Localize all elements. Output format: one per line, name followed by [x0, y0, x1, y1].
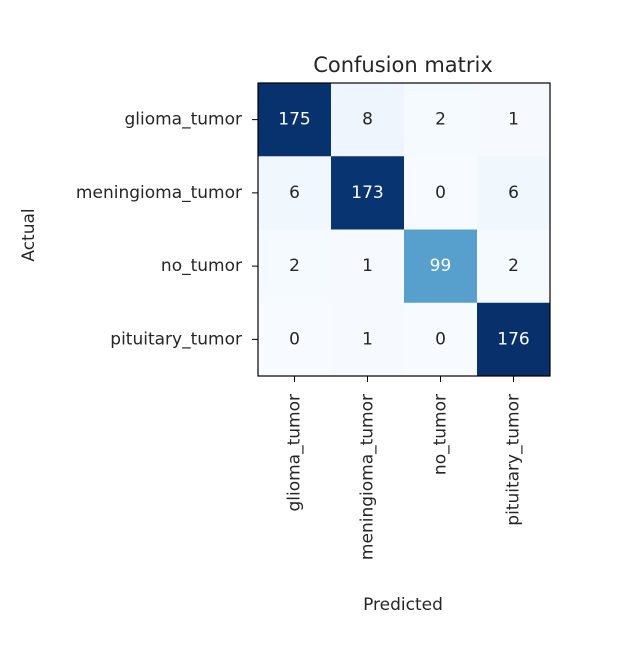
cell-value-label: 175	[278, 110, 310, 130]
y-tick-label: meningioma_tumor	[76, 183, 242, 203]
heatmap-cell	[477, 229, 551, 304]
x-axis-ticks: glioma_tumor meningioma_tumor no_tumor pitu…	[285, 376, 524, 560]
heatmap-cell	[258, 229, 332, 304]
cell-value-label: 176	[497, 329, 529, 349]
y-tick-label: pituitary_tumor	[110, 329, 242, 349]
x-tick-label: pituitary_tumor	[504, 394, 524, 526]
cell-value-label: 2	[435, 110, 446, 130]
heatmap-cell	[477, 302, 551, 377]
y-tick-label: glioma_tumor	[124, 110, 242, 130]
heatmap-cell	[331, 302, 405, 377]
heatmap-cell	[331, 156, 405, 230]
heatmap-cell	[258, 156, 332, 230]
cell-value-label: 2	[289, 256, 300, 276]
cell-value-label: 0	[435, 329, 446, 349]
x-axis-label: Predicted	[363, 595, 443, 615]
cell-value-label: 99	[430, 256, 452, 276]
cell-value-label: 173	[351, 183, 383, 203]
heatmap-cell	[404, 156, 478, 230]
heatmap-cell	[258, 83, 332, 157]
cell-value-labels: 175 8 2 1 6 173 0 6 2 1 99 2 0 1 0 176	[278, 110, 529, 350]
x-tick-label: glioma_tumor	[285, 394, 305, 512]
heatmap-cell	[404, 302, 478, 377]
heatmap-cell	[258, 302, 332, 377]
x-tick-label: meningioma_tumor	[358, 394, 378, 560]
heatmap-cells	[258, 83, 551, 377]
cell-value-label: 6	[289, 183, 300, 203]
cell-value-label: 1	[362, 329, 373, 349]
cell-value-label: 1	[362, 256, 373, 276]
plot-frame	[257, 82, 551, 377]
cell-value-label: 6	[508, 183, 519, 203]
heatmap-cell	[331, 83, 405, 157]
heatmap-cell	[477, 156, 551, 230]
cell-value-label: 8	[362, 110, 373, 130]
cell-value-label: 2	[508, 256, 519, 276]
x-tick-label: no_tumor	[431, 394, 451, 475]
heatmap-cell	[404, 229, 478, 304]
cell-value-label: 1	[508, 110, 519, 130]
y-tick-label: no_tumor	[161, 256, 242, 276]
heatmap-cell	[331, 229, 405, 304]
heatmap-cell	[477, 83, 551, 157]
cell-value-label: 0	[289, 329, 300, 349]
cell-value-label: 0	[435, 183, 446, 203]
heatmap-cell	[404, 83, 478, 157]
y-axis-label: Actual	[19, 208, 39, 261]
y-axis-ticks: glioma_tumor meningioma_tumor no_tumorpitu…	[76, 110, 258, 349]
chart-title: Confusion matrix	[313, 53, 493, 77]
